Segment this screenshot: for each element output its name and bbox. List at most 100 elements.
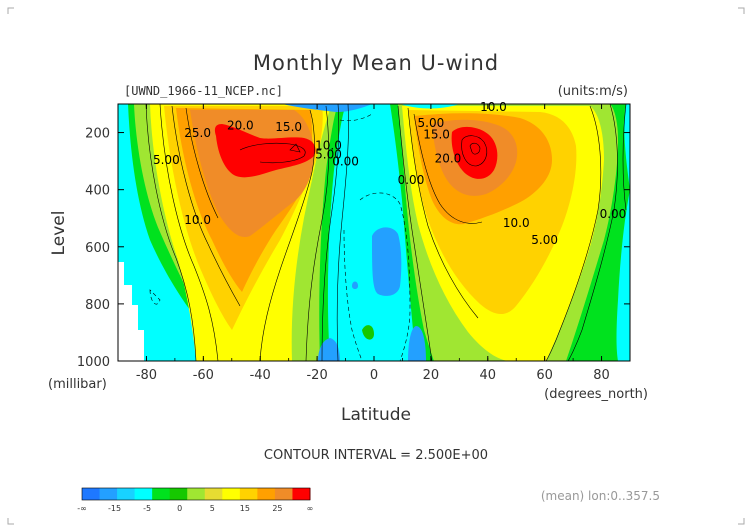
colorbar-swatch bbox=[222, 488, 241, 500]
x-tick-label: 60 bbox=[536, 368, 553, 383]
file-label: [UWND_1966-11_NCEP.nc] bbox=[124, 84, 283, 98]
region-blue-bottom-left bbox=[318, 338, 340, 361]
region-blue-center bbox=[372, 227, 402, 296]
corner-mark-bottom-right bbox=[738, 518, 745, 525]
x-axis: -80 -60 -40 -20 0 20 40 60 80 bbox=[117, 104, 631, 383]
contour-label: 5.00 bbox=[531, 233, 558, 247]
corner-mark-top-left bbox=[7, 7, 14, 14]
negative-contour-line bbox=[149, 289, 161, 305]
x-tick-label: 20 bbox=[423, 368, 440, 383]
contour-label: 0.00 bbox=[398, 173, 425, 187]
negative-contour-line bbox=[343, 229, 363, 361]
contour-line-jet-core-sh bbox=[239, 142, 306, 164]
footer-note: (mean) lon:0..357.5 bbox=[541, 489, 660, 503]
contour-line bbox=[305, 105, 329, 361]
colorbar-label: -15 bbox=[108, 504, 121, 513]
region-blue-bottom-mid bbox=[408, 326, 426, 361]
units-label: (units:m/s) bbox=[558, 84, 628, 99]
region-green-spot bbox=[362, 325, 374, 340]
colorbar-label: 0 bbox=[177, 504, 182, 513]
contour-label: 10.0 bbox=[184, 213, 211, 227]
x-tick-label: -60 bbox=[193, 368, 214, 383]
contour-line bbox=[171, 105, 241, 307]
chart-title: Monthly Mean U-wind bbox=[253, 51, 499, 75]
region-blue-top bbox=[282, 104, 372, 112]
colorbar-swatch bbox=[117, 488, 136, 500]
x-tick-label: -20 bbox=[306, 368, 327, 383]
region-cyan-right-edge bbox=[616, 190, 630, 361]
corner-mark-bottom-left bbox=[7, 518, 14, 525]
colorbar-swatch bbox=[134, 488, 153, 500]
x-axis-label: Latitude bbox=[341, 405, 411, 425]
missing-data-region bbox=[118, 262, 144, 361]
colorbar-swatch bbox=[257, 488, 276, 500]
contour-line bbox=[622, 104, 627, 211]
corner-mark-top-right bbox=[738, 7, 745, 14]
region-red-sh bbox=[214, 124, 316, 178]
colorbar-label: -∞ bbox=[77, 504, 87, 513]
contour-line bbox=[321, 104, 340, 361]
contour-label: 0.00 bbox=[332, 154, 359, 168]
contour-label: 25.0 bbox=[184, 126, 211, 140]
colorbar-label: -5 bbox=[143, 504, 151, 513]
colorbar-swatch bbox=[82, 488, 101, 500]
contour-label: 10.0 bbox=[315, 139, 342, 153]
colorbar-swatch bbox=[152, 488, 171, 500]
contour-line bbox=[159, 104, 219, 361]
contour-line bbox=[413, 113, 483, 224]
colorbar: -∞ -15 -5 0 5 15 25 ∞ bbox=[77, 487, 314, 513]
x-tick-label: 0 bbox=[370, 368, 378, 383]
contour-label: 10.0 bbox=[480, 100, 507, 114]
y-tick-label: 400 bbox=[85, 184, 110, 199]
contour-label: 20.0 bbox=[435, 152, 462, 166]
contour-line bbox=[185, 107, 219, 219]
contour-label: 20.0 bbox=[227, 119, 254, 133]
contour-line bbox=[545, 105, 602, 361]
colorbar-swatch bbox=[274, 488, 293, 500]
y-tick-label: 600 bbox=[85, 241, 110, 256]
contour-line-jet-core-sh bbox=[289, 143, 301, 153]
y-tick-label: 200 bbox=[85, 127, 110, 142]
colorbar-swatch bbox=[239, 488, 258, 500]
x-tick-label: -40 bbox=[250, 368, 271, 383]
x-tick-label: -80 bbox=[136, 368, 157, 383]
x-tick-label: 80 bbox=[593, 368, 610, 383]
contour-label: 5.00 bbox=[315, 147, 342, 161]
contour-line bbox=[336, 104, 349, 361]
contour-lines bbox=[145, 104, 627, 361]
contour-line bbox=[407, 107, 479, 319]
region-red-nh bbox=[451, 126, 498, 179]
contour-line bbox=[397, 105, 433, 361]
colorbar-label: 25 bbox=[272, 504, 282, 513]
colorbar-swatch bbox=[292, 488, 311, 500]
region-cyan-top-right bbox=[400, 104, 460, 109]
colorbar-frame bbox=[81, 487, 311, 501]
contour-label: 10.0 bbox=[503, 216, 530, 230]
y-tick-label: 800 bbox=[85, 298, 110, 313]
y-axis: 200 400 600 800 1000 bbox=[77, 127, 630, 370]
contour-line bbox=[259, 109, 315, 361]
contour-label: 5.00 bbox=[153, 153, 180, 167]
contour-interval: CONTOUR INTERVAL = 2.500E+00 bbox=[264, 448, 488, 463]
colorbar-swatch bbox=[99, 488, 118, 500]
contour-line-jet-core-nh bbox=[469, 142, 481, 155]
contour-label: 0.00 bbox=[600, 207, 627, 221]
contour-field bbox=[118, 104, 630, 361]
colorbar-swatch bbox=[187, 488, 206, 500]
y-tick-label: 1000 bbox=[77, 355, 110, 370]
x-axis-units: (degrees_north) bbox=[544, 387, 648, 402]
negative-contour-line bbox=[339, 113, 373, 122]
contour-line bbox=[145, 104, 197, 361]
region-blue-small bbox=[352, 281, 358, 289]
negative-contour-line bbox=[359, 192, 411, 361]
colorbar-swatch bbox=[204, 488, 223, 500]
contour-line-jet-core-nh bbox=[461, 135, 488, 167]
contour-label: 15.0 bbox=[275, 120, 302, 134]
colorbar-label: 15 bbox=[240, 504, 250, 513]
y-axis-units: (millibar) bbox=[48, 377, 107, 392]
colorbar-swatch bbox=[169, 488, 188, 500]
colorbar-label: 5 bbox=[210, 504, 215, 513]
negative-contour-lines bbox=[149, 113, 411, 361]
colorbar-label: ∞ bbox=[307, 504, 314, 513]
